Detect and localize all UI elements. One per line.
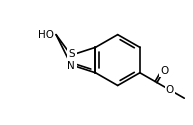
Text: HO: HO [38, 30, 54, 40]
Text: O: O [160, 66, 168, 76]
Text: N: N [67, 61, 75, 71]
Text: S: S [69, 49, 75, 59]
Text: O: O [166, 85, 174, 95]
